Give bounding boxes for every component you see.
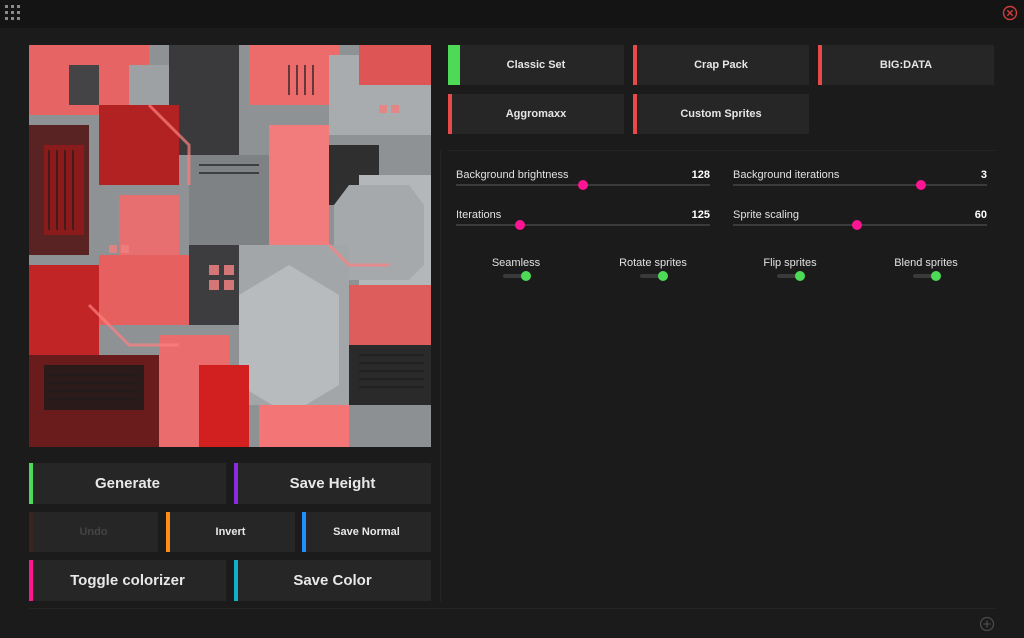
toggle-switch[interactable]	[777, 271, 805, 281]
save-height-accent	[234, 463, 238, 504]
sprite-set-crap-pack[interactable]: Crap Pack	[633, 45, 809, 85]
invert-button[interactable]: Invert	[166, 512, 295, 552]
panel-divider-horizontal	[448, 150, 996, 151]
plus-circle-icon[interactable]	[979, 616, 995, 632]
slider-value: 125	[691, 209, 710, 221]
slider-thumb[interactable]	[852, 220, 863, 230]
toggle-label: Flip sprites	[763, 257, 817, 269]
sprite-set-aggromaxx[interactable]: Aggromaxx	[448, 94, 624, 134]
slider-track[interactable]	[733, 184, 987, 186]
sprite-set-label: BIG:DATA	[879, 59, 933, 71]
slider-thumb[interactable]	[578, 180, 588, 190]
toggle-knob	[521, 271, 531, 281]
toggle-colorizer-label: Toggle colorizer	[70, 572, 185, 589]
slider-label: Iterations	[456, 209, 502, 221]
toggle-switch[interactable]	[913, 271, 941, 281]
toggle-colorizer-button[interactable]: Toggle colorizer	[29, 560, 226, 601]
sprite-set-accent	[818, 45, 822, 85]
texture-image	[29, 45, 431, 447]
toggle-label: Blend sprites	[894, 257, 958, 269]
sprite-set-big-data[interactable]: BIG:DATA	[818, 45, 994, 85]
slider-track[interactable]	[456, 224, 710, 226]
rotate-sprites-toggle[interactable]: Rotate sprites	[593, 257, 713, 287]
sprite-set-label: Crap Pack	[694, 59, 748, 71]
slider-value: 60	[974, 209, 987, 221]
texture-preview	[29, 45, 431, 447]
sprite-set-custom-sprites[interactable]: Custom Sprites	[633, 94, 809, 134]
save-color-label: Save Color	[293, 572, 372, 589]
save-normal-accent	[302, 512, 306, 552]
toggle-label: Seamless	[491, 257, 541, 269]
save-normal-button[interactable]: Save Normal	[302, 512, 431, 552]
blend-sprites-toggle[interactable]: Blend sprites	[866, 257, 986, 287]
toggle-knob	[795, 271, 805, 281]
sprite-set-label: Custom Sprites	[680, 108, 762, 120]
slider-value: 128	[691, 169, 710, 181]
sprite-scaling-slider[interactable]: Sprite scaling 60	[733, 209, 987, 249]
grid-menu-icon[interactable]	[5, 5, 21, 21]
generate-button[interactable]: Generate	[29, 463, 226, 504]
sprite-set-classic-set[interactable]: Classic Set	[448, 45, 624, 85]
background-brightness-slider[interactable]: Background brightness 128	[456, 169, 710, 209]
save-color-accent	[234, 560, 238, 601]
panel-divider-vertical	[440, 150, 441, 602]
title-bar	[0, 0, 1024, 28]
toggle-label: Rotate sprites	[619, 257, 687, 269]
save-color-button[interactable]: Save Color	[234, 560, 431, 601]
generate-label: Generate	[94, 475, 161, 492]
slider-thumb[interactable]	[514, 220, 525, 230]
save-height-label: Save Height	[289, 475, 376, 492]
iterations-slider[interactable]: Iterations 125	[456, 209, 710, 249]
sprite-set-label: Classic Set	[506, 59, 566, 71]
slider-thumb[interactable]	[915, 180, 926, 190]
toggle-switch[interactable]	[640, 271, 668, 281]
toggle-knob	[658, 271, 668, 281]
seamless-toggle[interactable]: Seamless	[456, 257, 576, 287]
toggle-colorizer-accent	[29, 560, 33, 601]
generate-accent	[29, 463, 33, 504]
slider-label: Sprite scaling	[733, 209, 800, 221]
invert-accent	[166, 512, 170, 552]
save-normal-label: Save Normal	[333, 526, 400, 538]
invert-label: Invert	[215, 526, 246, 538]
toggle-knob	[931, 271, 941, 281]
undo-accent	[29, 512, 33, 552]
sprite-set-accent	[448, 94, 452, 134]
footer-divider	[29, 608, 996, 609]
toggle-switch[interactable]	[503, 271, 531, 281]
save-height-button[interactable]: Save Height	[234, 463, 431, 504]
slider-label: Background iterations	[733, 169, 840, 181]
close-icon[interactable]	[1002, 5, 1018, 21]
sprite-set-accent	[633, 45, 637, 85]
undo-button[interactable]: Undo	[29, 512, 158, 552]
sprite-set-accent-selected	[448, 45, 460, 85]
sprite-set-accent	[633, 94, 637, 134]
sprite-set-label: Aggromaxx	[505, 108, 567, 120]
slider-value: 3	[980, 169, 987, 181]
undo-label: Undo	[79, 526, 108, 538]
slider-label: Background brightness	[456, 169, 569, 181]
background-iterations-slider[interactable]: Background iterations 3	[733, 169, 987, 209]
flip-sprites-toggle[interactable]: Flip sprites	[730, 257, 850, 287]
